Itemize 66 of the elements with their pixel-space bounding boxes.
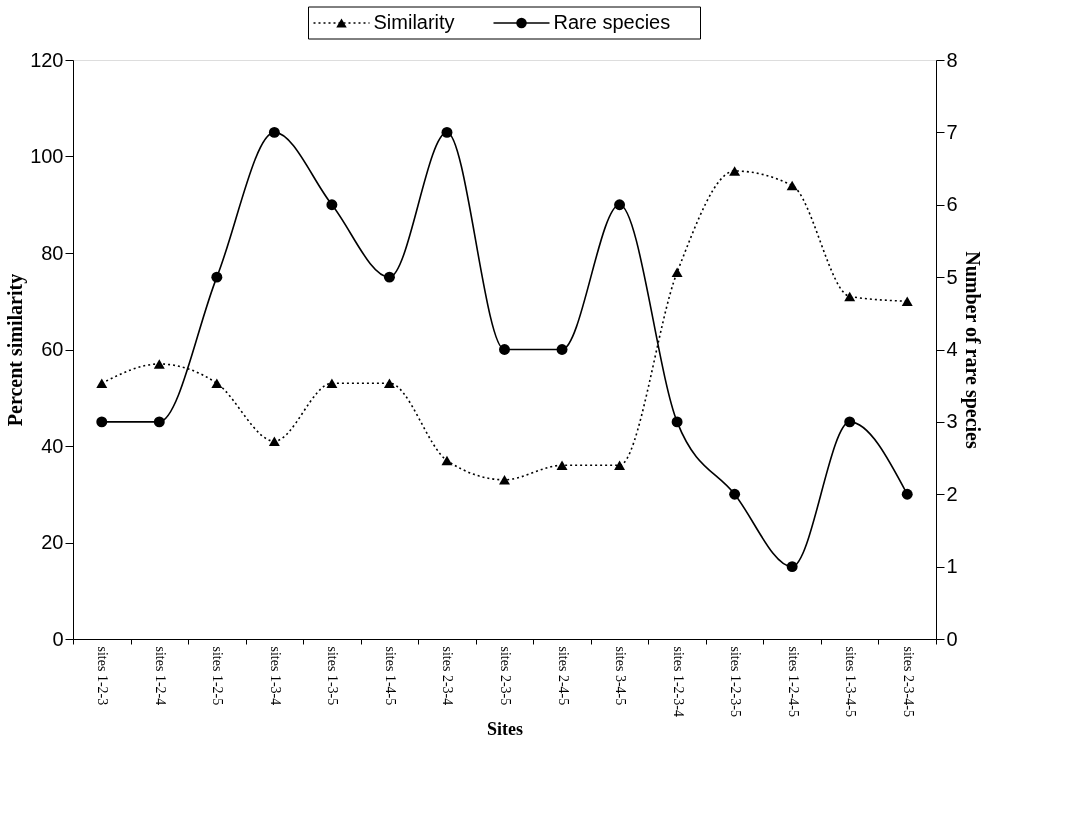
y2-tick-label: 3 <box>946 410 958 433</box>
y-tick-label: 80 <box>41 241 64 264</box>
point <box>901 488 913 500</box>
x-tick-label: sites 1-2-3-4 <box>670 646 686 717</box>
y-tick-label: 0 <box>52 627 64 650</box>
point <box>383 271 395 283</box>
point <box>383 378 395 389</box>
legend-label: Rare species <box>553 11 671 33</box>
point <box>786 561 798 573</box>
x-tick-label: sites 1-4-5 <box>382 646 398 706</box>
point <box>729 488 741 500</box>
point <box>556 344 568 355</box>
point <box>441 126 453 138</box>
point <box>614 199 626 211</box>
x-tick-label: sites 1-3-4 <box>267 646 283 706</box>
x-tick-label: sites 1-3-5 <box>325 646 341 706</box>
point <box>671 267 683 278</box>
y-tick-label: 20 <box>41 531 64 553</box>
point <box>499 344 510 355</box>
x-tick-label: sites 1-3-4-5 <box>843 646 859 717</box>
x-tick-label: sites 1-2-4-5 <box>785 646 801 717</box>
y2-tick-label: 5 <box>946 265 958 288</box>
point <box>499 475 510 485</box>
point <box>268 126 280 138</box>
y-tick-label: 100 <box>30 145 64 167</box>
point <box>326 199 338 211</box>
point <box>96 378 108 389</box>
y-tick-label: 40 <box>41 434 64 457</box>
y2-tick-label: 0 <box>946 627 958 650</box>
y-tick-label: 120 <box>30 48 64 71</box>
y-axis-title: Percent similarity <box>4 273 28 427</box>
y-tick-label: 60 <box>41 338 64 360</box>
legend-label: Similarity <box>373 11 455 33</box>
x-tick-label: sites 1-2-4 <box>152 646 168 706</box>
point <box>96 416 108 428</box>
point <box>671 416 683 428</box>
x-tick-label: sites 2-3-4-5 <box>900 646 916 717</box>
y2-tick-label: 6 <box>946 193 958 216</box>
x-tick-label: sites 1-2-5 <box>210 646 226 706</box>
x-tick-label: sites 2-3-4 <box>440 646 456 706</box>
y2-tick-label: 4 <box>946 338 958 360</box>
point <box>441 455 453 466</box>
point <box>786 180 798 191</box>
point <box>901 296 913 306</box>
point <box>614 460 626 471</box>
x-axis-title: Sites <box>487 718 523 739</box>
point <box>326 378 338 389</box>
y2-axis-title: Number of rare species <box>960 251 984 449</box>
y2-tick-label: 7 <box>946 120 958 143</box>
point <box>211 271 223 283</box>
x-tick-label: sites 2-4-5 <box>555 646 571 706</box>
point <box>844 291 856 302</box>
x-tick-label: sites 2-3-5 <box>498 646 513 706</box>
point <box>211 378 223 389</box>
point <box>844 416 856 428</box>
y2-tick-label: 2 <box>946 482 958 505</box>
x-tick-label: sites 1-2-3 <box>95 646 111 706</box>
x-tick-label: sites 3-4-5 <box>613 646 629 706</box>
x-tick-label: sites 1-2-3-5 <box>728 646 744 717</box>
y2-tick-label: 8 <box>946 48 958 71</box>
point <box>268 436 280 446</box>
point <box>153 416 165 428</box>
point <box>153 359 165 369</box>
point <box>729 166 741 176</box>
y2-tick-label: 1 <box>946 555 958 578</box>
point <box>556 460 568 471</box>
